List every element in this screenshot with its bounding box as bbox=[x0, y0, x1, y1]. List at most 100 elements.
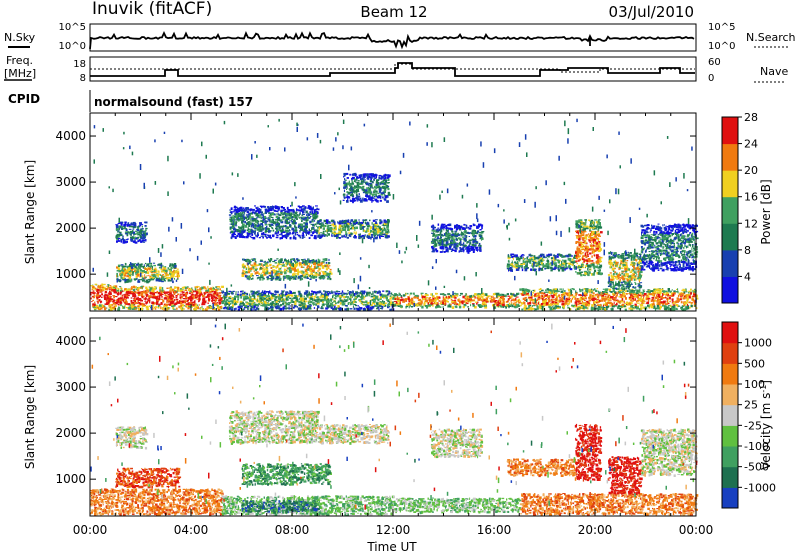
data-cell bbox=[680, 297, 682, 299]
data-cell bbox=[461, 300, 464, 302]
data-cell bbox=[340, 292, 343, 295]
data-cell bbox=[206, 294, 210, 297]
data-cell bbox=[358, 308, 361, 311]
data-cell bbox=[613, 302, 615, 304]
data-cell bbox=[545, 289, 547, 292]
data-cell bbox=[123, 301, 125, 303]
data-cell bbox=[247, 227, 249, 230]
data-cell bbox=[530, 295, 533, 297]
data-cell bbox=[690, 288, 692, 291]
data-cell bbox=[669, 295, 672, 297]
data-cell bbox=[673, 303, 676, 305]
data-cell bbox=[121, 268, 124, 272]
data-cell bbox=[494, 292, 497, 295]
data-cell bbox=[191, 294, 194, 298]
data-cell bbox=[110, 287, 112, 290]
data-cell bbox=[675, 300, 677, 304]
data-cell bbox=[365, 291, 368, 293]
data-cell bbox=[261, 301, 264, 305]
data-cell bbox=[678, 292, 681, 295]
data-cell bbox=[452, 295, 454, 298]
data-cell bbox=[499, 304, 501, 306]
data-cell bbox=[461, 301, 464, 305]
data-cell bbox=[273, 304, 276, 306]
data-cell bbox=[234, 295, 237, 298]
data-cell bbox=[290, 212, 293, 216]
data-cell bbox=[416, 296, 419, 300]
data-cell bbox=[598, 305, 601, 309]
data-cell bbox=[554, 301, 558, 304]
data-cell bbox=[280, 271, 283, 274]
data-cell bbox=[406, 292, 409, 295]
data-cell bbox=[409, 294, 411, 296]
data-cell bbox=[234, 236, 237, 239]
data-cell bbox=[261, 298, 263, 301]
data-cell bbox=[687, 305, 690, 307]
data-cell bbox=[197, 308, 200, 310]
data-cell bbox=[288, 278, 292, 280]
data-cell bbox=[586, 307, 589, 310]
data-cell bbox=[617, 300, 620, 303]
data-cell bbox=[282, 271, 285, 273]
data-cell bbox=[270, 308, 274, 311]
data-cell bbox=[536, 300, 537, 304]
data-cell bbox=[258, 303, 261, 305]
data-cell bbox=[312, 263, 315, 266]
data-cell bbox=[602, 288, 606, 290]
data-cell bbox=[691, 295, 695, 298]
data-cell bbox=[257, 307, 260, 311]
data-cell bbox=[332, 302, 334, 304]
data-cell bbox=[199, 287, 202, 290]
data-cell bbox=[483, 304, 486, 307]
data-cell bbox=[264, 303, 267, 307]
data-cell bbox=[196, 305, 198, 308]
data-cell bbox=[194, 297, 196, 300]
data-cell bbox=[541, 303, 544, 305]
data-cell bbox=[587, 291, 589, 293]
data-cell bbox=[128, 290, 132, 292]
data-cell bbox=[381, 305, 384, 309]
data-cell bbox=[591, 304, 594, 307]
data-cell bbox=[633, 290, 635, 292]
data-cell bbox=[116, 275, 118, 278]
data-cell bbox=[132, 304, 135, 306]
data-cell bbox=[266, 265, 269, 267]
data-cell bbox=[521, 308, 524, 311]
data-cell bbox=[576, 298, 579, 302]
data-cell bbox=[284, 265, 287, 268]
data-cell bbox=[592, 294, 594, 297]
data-cell bbox=[214, 302, 218, 306]
data-cell bbox=[257, 290, 260, 292]
data-cell bbox=[271, 277, 275, 280]
data-cell bbox=[231, 306, 234, 309]
data-cell bbox=[250, 306, 254, 309]
data-cell bbox=[191, 290, 193, 294]
data-cell bbox=[208, 296, 210, 300]
data-cell bbox=[425, 296, 428, 299]
data-cell bbox=[302, 260, 304, 263]
data-cell bbox=[289, 224, 291, 227]
data-cell bbox=[256, 299, 258, 302]
data-cell bbox=[149, 265, 151, 268]
data-cell bbox=[639, 304, 641, 306]
data-cell bbox=[157, 292, 161, 295]
data-cell bbox=[539, 303, 541, 307]
data-cell bbox=[285, 302, 289, 306]
data-cell bbox=[575, 308, 577, 312]
data-cell bbox=[125, 307, 129, 309]
data-cell bbox=[241, 272, 244, 274]
data-cell bbox=[191, 292, 194, 294]
data-cell bbox=[306, 265, 310, 268]
data-cell bbox=[142, 303, 145, 305]
data-cell bbox=[309, 278, 312, 280]
data-cell bbox=[394, 293, 397, 295]
data-cell bbox=[210, 293, 212, 295]
data-cell bbox=[387, 304, 389, 307]
data-cell bbox=[343, 303, 346, 306]
data-cell bbox=[169, 292, 172, 295]
data-cell bbox=[257, 222, 259, 225]
data-cell bbox=[258, 272, 261, 275]
data-cell bbox=[406, 303, 408, 307]
data-cell bbox=[244, 292, 248, 295]
data-cell bbox=[211, 290, 214, 293]
